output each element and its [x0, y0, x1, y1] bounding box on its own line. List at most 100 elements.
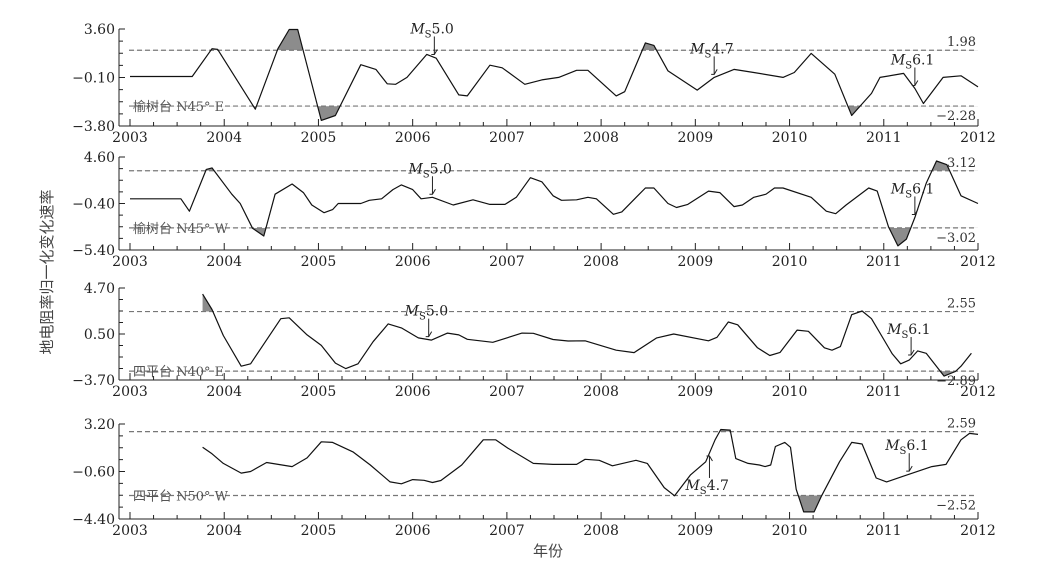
x-tick-label: 2004	[206, 130, 242, 146]
magnitude-label: MS4.7	[689, 41, 733, 60]
arrow-head-icon	[711, 69, 718, 75]
upper-threshold-label: 2.55	[947, 297, 976, 312]
magnitude-value: 6.1	[906, 438, 928, 454]
x-tick-label: 2006	[395, 523, 431, 539]
arrow-head-icon	[429, 189, 436, 195]
magnitude-label: MS6.1	[884, 438, 928, 457]
station-label: 四平台 N40° E	[133, 365, 224, 380]
x-tick-label: 2003	[112, 254, 148, 270]
x-tick-label: 2008	[583, 254, 619, 270]
lower-exceedance-fill	[202, 371, 972, 377]
x-tick-label: 2008	[583, 130, 619, 146]
series-line	[202, 428, 979, 513]
y-tick-label: −5.40	[72, 243, 115, 259]
arrow-head-icon	[431, 49, 438, 55]
magnitude-value: 5.0	[430, 161, 452, 177]
arrow-head-icon	[706, 455, 713, 462]
earthquake-marker: MS6.1	[890, 53, 934, 87]
y-tick-label: 4.70	[84, 281, 115, 297]
arrow-head-icon	[906, 465, 913, 472]
magnitude-subscript: S	[901, 330, 908, 341]
lower-threshold-label: −2.89	[936, 374, 976, 389]
upper-exceedance-fill	[130, 161, 978, 171]
magnitude-value: 5.0	[426, 304, 448, 320]
magnitude-value: 6.1	[908, 322, 930, 338]
x-tick-label: 2008	[583, 384, 619, 400]
lower-threshold-label: −2.52	[936, 499, 976, 514]
x-tick-label: 2005	[301, 523, 337, 539]
y-tick-label: 0.50	[84, 327, 115, 343]
arrow-head-icon	[908, 349, 915, 356]
x-tick-label: 2009	[678, 130, 714, 146]
magnitude-label: MS5.0	[404, 304, 448, 323]
x-tick-label: 2007	[489, 254, 525, 270]
x-tick-label: 2004	[206, 523, 242, 539]
magnitude-symbol: M	[689, 41, 705, 57]
magnitude-value: 5.0	[432, 21, 454, 37]
magnitude-subscript: S	[423, 169, 430, 180]
x-tick-label: 2009	[678, 384, 714, 400]
station-label: 榆树台 N45° W	[133, 222, 229, 237]
x-tick-label: 2003	[112, 523, 148, 539]
y-tick-label: −0.10	[72, 71, 115, 87]
earthquake-marker: MS6.1	[884, 438, 929, 472]
upper-threshold-label: 3.12	[947, 156, 976, 171]
magnitude-label: MS6.1	[886, 322, 930, 341]
y-axis-label: 地电阻率归一化变化速率	[38, 189, 56, 354]
magnitude-label: MS5.0	[409, 21, 453, 40]
x-tick-label: 2007	[489, 130, 525, 146]
y-tick-label: −3.80	[72, 119, 115, 135]
magnitude-symbol: M	[404, 304, 420, 320]
upper-threshold-label: 2.59	[947, 417, 976, 432]
x-tick-label: 2010	[772, 384, 808, 400]
x-tick-label: 2009	[678, 523, 714, 539]
x-tick-label: 2011	[866, 384, 902, 400]
x-tick-label: 2012	[960, 384, 996, 400]
lower-threshold-label: −2.28	[936, 109, 976, 124]
magnitude-label: MS6.1	[890, 181, 934, 200]
magnitude-subscript: S	[705, 49, 712, 60]
magnitude-subscript: S	[905, 61, 912, 72]
lower-exceedance-fill	[130, 227, 978, 246]
x-tick-label: 2004	[206, 254, 242, 270]
x-tick-label: 2012	[960, 130, 996, 146]
x-tick-label: 2010	[772, 254, 808, 270]
earthquake-marker: MS5.0	[404, 304, 448, 338]
y-tick-label: −0.40	[72, 197, 115, 213]
x-tick-label: 2010	[772, 523, 808, 539]
x-tick-label: 2004	[206, 384, 242, 400]
magnitude-symbol: M	[890, 181, 906, 197]
y-tick-label: 3.20	[84, 417, 115, 433]
x-tick-label: 2005	[301, 130, 337, 146]
x-tick-label: 2005	[301, 384, 337, 400]
y-tick-label: 4.60	[84, 150, 115, 166]
arrow-head-icon	[425, 331, 433, 338]
earthquake-marker: MS5.0	[409, 21, 454, 55]
x-tick-label: 2010	[772, 130, 808, 146]
station-label: 四平台 N50° W	[133, 490, 229, 505]
y-tick-label: −0.60	[72, 465, 115, 481]
x-tick-label: 2012	[960, 523, 996, 539]
magnitude-subscript: S	[419, 312, 426, 323]
x-tick-label: 2011	[866, 254, 902, 270]
y-tick-label: 3.60	[84, 22, 115, 38]
x-tick-label: 2005	[301, 254, 337, 270]
lower-threshold-label: −3.02	[936, 231, 976, 246]
series-line	[130, 28, 979, 122]
magnitude-symbol: M	[884, 438, 900, 454]
magnitude-subscript: S	[900, 446, 907, 457]
y-tick-label: −3.70	[72, 373, 115, 389]
magnitude-label: MS6.1	[890, 53, 934, 72]
magnitude-subscript: S	[425, 29, 432, 40]
series-line	[130, 160, 979, 247]
lower-exceedance-fill	[202, 495, 978, 512]
x-tick-label: 2007	[489, 384, 525, 400]
magnitude-symbol: M	[684, 478, 700, 494]
series-line	[202, 293, 972, 377]
earthquake-marker: MS6.1	[886, 322, 931, 356]
magnitude-symbol: M	[886, 322, 902, 338]
station-label: 榆树台 N45° E	[133, 100, 224, 115]
